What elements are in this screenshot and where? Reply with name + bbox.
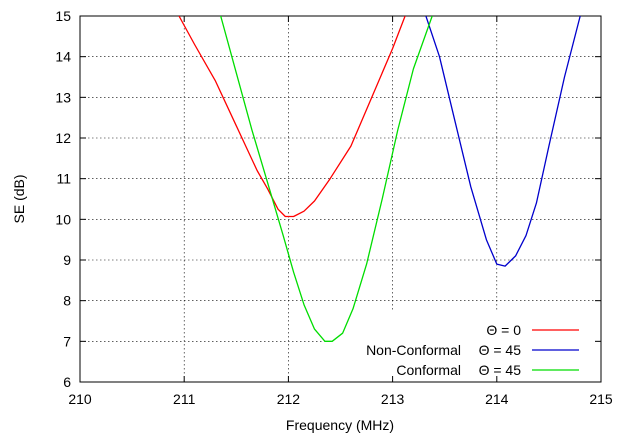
y-tick-label: 12	[55, 130, 71, 146]
x-tick-label: 211	[173, 391, 196, 407]
series-line-3	[220, 16, 433, 342]
x-axis-title: Frequency (MHz)	[286, 417, 394, 433]
y-tick-label: 14	[55, 49, 71, 65]
x-tick-label: 210	[68, 391, 92, 407]
plot-area-frame	[79, 15, 602, 383]
y-tick-label: 10	[55, 211, 71, 227]
x-tick-label: 215	[589, 391, 613, 407]
x-tick-label: 213	[381, 391, 405, 407]
axis-ticks	[79, 15, 602, 383]
x-tick-label: 212	[277, 391, 301, 407]
series-line-2	[425, 16, 581, 267]
y-tick-label: 15	[55, 8, 71, 24]
grid-lines	[80, 16, 601, 382]
legend-label-2: Θ = 45	[479, 342, 522, 358]
y-tick-label: 8	[63, 293, 71, 309]
y-tick-label: 6	[63, 374, 71, 390]
y-tick-label: 7	[63, 333, 71, 349]
axis-tick-labels: 210 211 212 213 214 215 6 7 8 9 10 11 12 13 14 15	[55, 8, 612, 407]
y-axis-title: SE (dB)	[11, 174, 27, 223]
y-tick-label: 11	[56, 171, 71, 187]
legend-label-1: Θ = 0	[486, 322, 521, 338]
y-tick-label: 9	[63, 252, 71, 268]
series-lines	[178, 16, 581, 342]
legend: Θ = 0 Θ = 45 Non-Conformal Θ = 45 Conformal	[366, 322, 579, 378]
legend-label-3: Θ = 45	[479, 362, 522, 378]
x-tick-label: 214	[485, 391, 509, 407]
legend-prefix-3: Conformal	[396, 362, 461, 378]
y-tick-label: 13	[55, 89, 71, 105]
series-line-1	[178, 16, 406, 218]
legend-prefix-2: Non-Conformal	[366, 342, 461, 358]
